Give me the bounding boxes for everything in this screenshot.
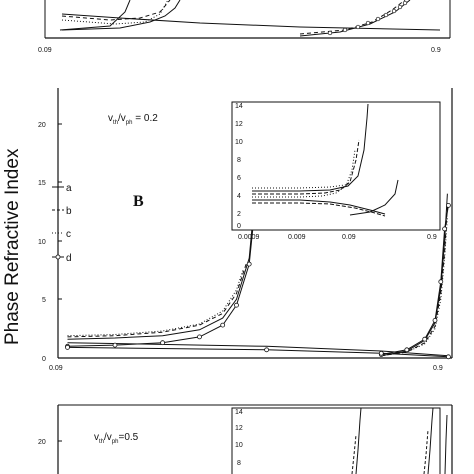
inset-y-tick-4: 4	[237, 193, 241, 200]
bottom-main-curve-d	[444, 414, 448, 474]
bottom-inset-curve-b2	[423, 429, 429, 474]
top-series-d-point	[375, 16, 381, 22]
bottom-inset-y-tick-12: 12	[235, 425, 243, 432]
series-d-point	[197, 334, 202, 340]
inset-curve-a	[252, 103, 369, 192]
series-d-point	[220, 322, 226, 328]
series-a-decay	[67, 342, 449, 357]
inset-y-ticks: 14 12 10 8 6 4 2 0	[235, 103, 243, 230]
series-d-point	[160, 340, 166, 346]
bottom-annotation: vth/vph=0.5	[94, 432, 139, 445]
series-c-branch2	[381, 217, 448, 357]
inset-y-tick-8: 8	[237, 157, 241, 164]
inset-frame	[231, 101, 441, 231]
inset-y-tick-12: 12	[235, 121, 243, 128]
inset-x-ticks: 0.0009 0.009 0.09 0.9	[238, 234, 437, 241]
bottom-y-tick-20: 20	[38, 439, 46, 446]
top-series-b-curve	[61, 0, 171, 21]
bottom-inset-curve-b	[351, 434, 357, 474]
series-d-point	[65, 344, 70, 350]
bottom-inset-y-tick-8: 8	[237, 460, 241, 467]
top-series-d-point	[342, 27, 348, 33]
top-x-tick-0.9: 0.9	[431, 47, 441, 54]
inset-y-tick-6: 6	[237, 175, 241, 182]
top-series-d-point	[365, 20, 371, 26]
panel-b-label: B	[133, 193, 144, 210]
legend-label-d: d	[66, 253, 72, 264]
top-series-d-point	[397, 4, 403, 10]
series-b-branch1	[67, 263, 247, 338]
legend-label-c: c	[66, 229, 71, 240]
bottom-inset-curve-d	[427, 407, 434, 474]
panel-b-y-ticks: 0 5 10 15 20	[38, 122, 62, 363]
top-series-d-point	[327, 30, 333, 36]
inset-curve-c2	[252, 182, 351, 189]
series-d-point	[432, 317, 438, 323]
series-d-decay	[67, 346, 449, 358]
series-d-point	[264, 347, 270, 353]
bottom-inset-curve-a	[355, 407, 362, 474]
inset-curve-c	[252, 149, 356, 198]
top-series-d-point	[402, 0, 408, 6]
panel-b: 0 5 10 15 20 0.09 0.9 vth/vph = 0.2 B a …	[38, 88, 453, 372]
panel-b-x-tick-0.9: 0.9	[433, 365, 443, 372]
top-x-tick-0.09: 0.09	[38, 47, 52, 54]
series-d-point	[445, 354, 451, 360]
inset-rise-d	[349, 179, 399, 216]
top-series-d-point	[355, 24, 361, 30]
series-d-point	[112, 342, 118, 348]
legend-label-a: a	[66, 183, 72, 194]
bottom-inset-y-tick-14: 14	[235, 409, 243, 416]
top-series-d-point	[391, 8, 397, 14]
series-d-point	[378, 350, 384, 356]
y-axis-label: Phase Refractive Index	[2, 148, 23, 345]
inset-x-tick-0.0009: 0.0009	[238, 234, 260, 241]
series-d-point	[234, 302, 239, 308]
panel-b-inset: 14 12 10 8 6 4 2 0 0.0009 0.009 0.09 0.9	[231, 101, 441, 241]
series-d-point	[438, 279, 444, 285]
inset-decay-b	[252, 202, 386, 217]
top-series-decay	[61, 13, 441, 31]
bottom-inset-frame	[231, 407, 441, 474]
inset-y-tick-14: 14	[235, 103, 243, 110]
top-series-d-point	[383, 12, 389, 18]
inset-curve-b	[252, 139, 360, 195]
series-d-point	[442, 226, 448, 232]
panel-b-y-tick-5: 5	[42, 297, 46, 304]
series-d-point	[246, 261, 252, 267]
legend-marker-d	[55, 254, 61, 260]
top-series-a-steep	[59, 0, 131, 31]
top-panel: 0.09 0.9	[38, 0, 451, 54]
legend-label-b: b	[66, 206, 72, 217]
panel-b-legend: a b c d	[52, 183, 72, 264]
bottom-panel: 20 vth/vph=0.5 14 12 10 8	[38, 404, 453, 474]
panel-b-y-tick-20: 20	[38, 122, 46, 129]
panel-b-y-tick-0: 0	[42, 356, 46, 363]
inset-x-tick-0.9: 0.9	[427, 234, 437, 241]
top-series-c-curve	[61, 0, 169, 25]
series-d-point	[404, 347, 410, 353]
inset-y-tick-10: 10	[235, 139, 243, 146]
series-d-point	[445, 202, 451, 208]
top-series-a-curve	[61, 0, 181, 31]
panel-b-x-tick-0.09: 0.09	[49, 365, 63, 372]
inset-x-tick-0.009: 0.009	[288, 234, 306, 241]
inset-y-tick-0: 0	[237, 223, 241, 230]
series-d-point	[422, 336, 428, 342]
top-series-d-rise	[299, 0, 411, 37]
panel-b-y-tick-10: 10	[38, 239, 46, 246]
inset-x-tick-0.09: 0.09	[342, 234, 356, 241]
series-d-branch1	[67, 205, 256, 347]
bottom-inset-y-tick-10: 10	[235, 442, 243, 449]
panel-b-annotation: vth/vph = 0.2	[108, 113, 158, 126]
series-a-branch1	[67, 134, 259, 340]
top-series-d-markers	[327, 0, 408, 36]
series-c-branch1	[67, 269, 244, 337]
inset-y-tick-2: 2	[237, 211, 241, 218]
panel-b-y-tick-15: 15	[38, 180, 46, 187]
